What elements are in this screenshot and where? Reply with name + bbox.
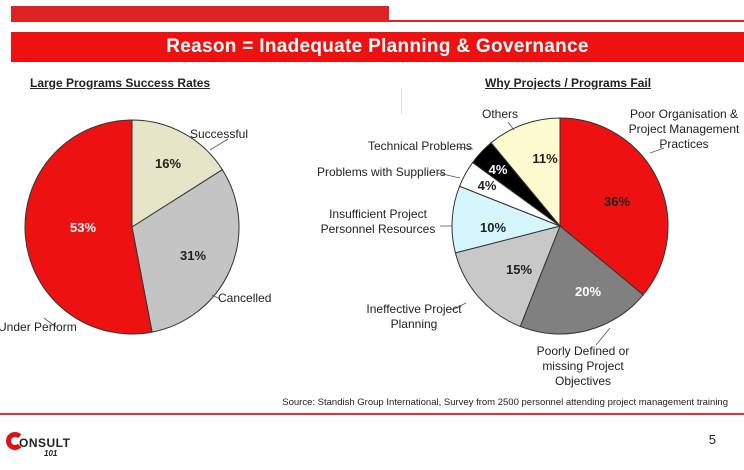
leader-line (437, 172, 461, 179)
logo-text: ONSULT (19, 436, 71, 450)
leader-line (211, 294, 221, 300)
slice-under-perform (24, 119, 153, 335)
category-label-poor-organisation-project-management-practices: Poor Organisation & Project Management Pra… (629, 107, 740, 151)
logo-c-icon (6, 432, 24, 450)
page-number: 5 (708, 432, 716, 447)
pct-label-problems-with-suppliers: 4% (478, 178, 497, 193)
category-label-others: Others (482, 107, 518, 121)
category-label-successful: Successful (190, 127, 248, 141)
pct-label-under-perform: 53% (70, 220, 96, 235)
category-label-technical-problems: Technical Problems (368, 139, 472, 153)
category-label-poorly-defined-or-missing-project-objectives: Poorly Defined or missing Project Objectiv… (537, 344, 630, 388)
category-label-under-perform: Under Perform (0, 320, 77, 334)
leader-line (507, 121, 515, 131)
leader-line (209, 138, 229, 151)
leader-line (451, 302, 467, 311)
divider-line (401, 88, 402, 114)
leader-line (43, 317, 57, 328)
pie-chart-1: 16% 31% 53% Successful Cancelled Under Perfor… (0, 119, 271, 335)
category-label-problems-with-suppliers: Problems with Suppliers (317, 165, 446, 179)
pct-label-successful: 16% (155, 156, 181, 171)
leader-line (649, 147, 665, 154)
pct-label-insufficient-project-personnel-resources: 10% (480, 220, 506, 235)
pct-label-others: 11% (532, 151, 558, 166)
top-accent-bar (11, 6, 389, 20)
consult-logo: ONSULT 101 (6, 430, 76, 462)
category-label-ineffective-project-planning: Ineffective Project Planning (366, 302, 462, 331)
slice-others (490, 117, 561, 228)
footer-divider (0, 413, 744, 415)
leader-line (457, 146, 474, 150)
slide-title-banner: Reason = Inadequate Planning & Governanc… (11, 32, 744, 62)
slice-poor-organisation-project-management-practices (559, 117, 669, 296)
pct-label-cancelled: 31% (180, 248, 206, 263)
leader-line (595, 327, 611, 346)
source-note: Source: Standish Group International, Su… (282, 397, 728, 408)
slice-ineffective-project-planning (454, 225, 561, 328)
category-label-cancelled: Cancelled (218, 291, 271, 305)
top-accent-line (11, 20, 744, 22)
slice-poorly-defined-or-missing-project-objectives (519, 225, 644, 335)
pct-label-technical-problems: 4% (489, 162, 508, 177)
category-label-insufficient-project-personnel-resources: Insufficient Project Personnel Resources (321, 207, 436, 236)
pct-label-poor-organisation-project-management-practices: 36% (604, 194, 630, 209)
right-chart-title: Why Projects / Programs Fail (485, 76, 652, 90)
logo-subtext: 101 (44, 449, 58, 458)
slice-cancelled (131, 168, 240, 333)
pct-label-poorly-defined-or-missing-project-objectives: 20% (575, 284, 601, 299)
left-chart-title: Large Programs Success Rates (30, 76, 211, 90)
pct-label-ineffective-project-planning: 15% (506, 262, 532, 277)
pie-chart-2: 36% 20% 15% 10% 4%4% 11% Poor Organisation & Pr… (317, 107, 740, 388)
slice-successful (131, 119, 224, 228)
